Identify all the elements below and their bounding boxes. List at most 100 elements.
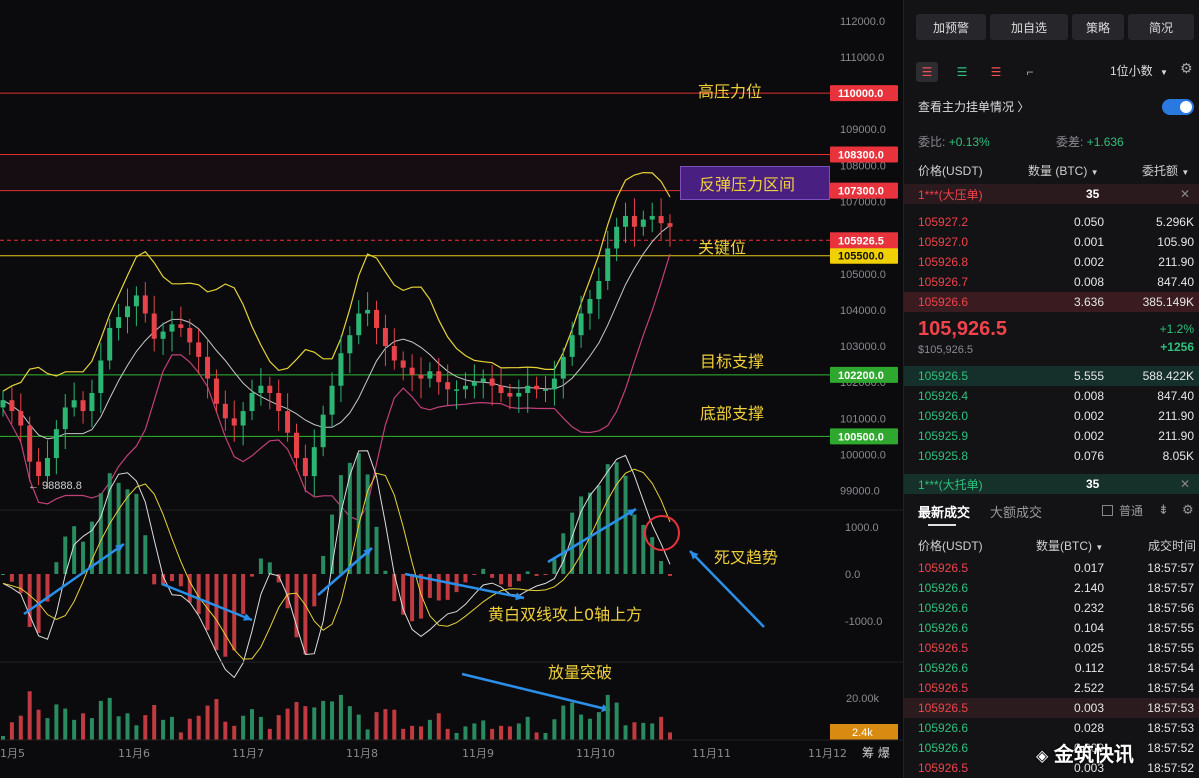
macd-histogram-bar — [152, 574, 157, 585]
macd-histogram-bar — [72, 526, 77, 574]
rebound-zone-label: 反弹压力区间 — [680, 166, 830, 200]
candle-body — [436, 371, 442, 383]
annotation-arrowhead — [115, 544, 124, 552]
candle-body — [578, 313, 584, 336]
bid-row[interactable]: 105926.0 0.002 211.90 — [904, 406, 1199, 426]
macd-histogram-bar — [525, 571, 530, 574]
bid-row[interactable]: 105925.9 0.002 211.90 — [904, 426, 1199, 446]
level-badge-label: 107300.0 — [838, 186, 884, 198]
col-qty-header[interactable]: 数量 (BTC) ▼ — [1028, 164, 1099, 178]
depth-asks-icon[interactable]: ☰ — [990, 65, 1002, 79]
candle-body — [0, 400, 6, 408]
settings-icon[interactable]: ⚙ — [1180, 60, 1193, 76]
candle-body — [169, 324, 175, 332]
volume-bar — [383, 709, 388, 740]
trade-row[interactable]: 105926.6 2.140 18:57:57 — [904, 578, 1199, 598]
overview-button[interactable]: 简况 — [1128, 14, 1194, 40]
ask-row[interactable]: 105927.0 0.001 105.90 — [904, 232, 1199, 252]
tab-latest-trades[interactable]: 最新成交 — [918, 505, 971, 520]
depth-bids-icon[interactable]: ☰ — [956, 65, 968, 79]
candle-body — [285, 411, 291, 433]
volume-bar — [152, 705, 157, 740]
settings-icon[interactable]: ⚙ — [1182, 502, 1194, 517]
bid-big-order[interactable]: 1***(大托单) 35 ✕ — [904, 474, 1199, 494]
volume-bar — [321, 700, 326, 740]
candle-body — [320, 414, 326, 448]
death-cross-circle — [644, 515, 680, 551]
trade-row[interactable]: 105926.5 0.003 18:57:53 — [904, 698, 1199, 718]
volume-bar — [89, 718, 94, 740]
candle-body — [525, 385, 531, 393]
price-cell: 105926.5 — [918, 701, 969, 715]
ask-big-order[interactable]: 1***(大压单) 35 ✕ — [904, 184, 1199, 204]
volume-bar — [223, 721, 228, 740]
add-watchlist-button[interactable]: 加自选 — [990, 14, 1068, 40]
candle-body — [462, 385, 468, 390]
trade-col-qty[interactable]: 数量(BTC) ▼ — [1036, 539, 1104, 553]
macd-histogram-bar — [258, 558, 263, 574]
watermark: ◈ 金筑快讯 — [1036, 738, 1134, 767]
volume-bar — [18, 715, 23, 740]
watermark-text: 金筑快讯 — [1053, 744, 1134, 766]
precision-select[interactable]: 1位小数 ▼ — [1110, 62, 1168, 79]
volume-bar — [214, 699, 219, 740]
bid-row[interactable]: 105925.8 0.076 8.05K — [904, 446, 1199, 466]
amount-cell: 18:57:55 — [1147, 621, 1194, 635]
macd-histogram-bar — [250, 574, 255, 577]
trade-row[interactable]: 105926.6 0.009 18:57:52 — [904, 738, 1199, 758]
col-total-header[interactable]: 委托额 ▼ — [1142, 164, 1190, 178]
ask-row[interactable]: 105926.6 3.636 385.149K — [904, 292, 1199, 312]
volume-bar — [45, 718, 50, 740]
annotation-volume-breakout: 放量突破 — [548, 663, 613, 682]
filter-icon[interactable]: ⇟ — [1158, 502, 1169, 517]
macd-histogram-bar — [436, 574, 441, 601]
macd-histogram-bar — [9, 574, 14, 582]
macd-histogram-bar — [321, 555, 326, 574]
volume-bar — [552, 719, 557, 740]
candle-body — [62, 407, 68, 430]
volume-bar — [232, 725, 237, 740]
close-icon[interactable]: ✕ — [1179, 477, 1190, 491]
amount-cell: 8.05K — [1162, 449, 1194, 463]
ask-row[interactable]: 105926.7 0.008 847.40 — [904, 272, 1199, 292]
ask-row[interactable]: 105927.2 0.050 5.296K — [904, 212, 1199, 232]
trade-row[interactable]: 105926.5 2.522 18:57:54 — [904, 678, 1199, 698]
depth-both-icon[interactable]: ☰ — [916, 62, 938, 82]
candle-body — [222, 403, 228, 419]
bid-row[interactable]: 105926.5 5.555 588.422K — [904, 366, 1199, 386]
trade-row[interactable]: 105926.5 0.003 18:57:52 — [904, 758, 1199, 778]
volume-bar — [410, 725, 415, 740]
bid-row[interactable]: 105926.4 0.008 847.40 — [904, 386, 1199, 406]
trade-row[interactable]: 105926.5 0.025 18:57:55 — [904, 638, 1199, 658]
volume-bar — [161, 719, 166, 740]
trade-row[interactable]: 105926.6 0.104 18:57:55 — [904, 618, 1199, 638]
candlestick-chart[interactable]: 112000.0 111000.0 110000.0 109000.0 108000.0… — [0, 0, 903, 778]
macd-histogram-bar — [312, 574, 317, 607]
normal-label: 普通 — [1119, 504, 1144, 518]
candle-body — [36, 461, 42, 477]
depth-frame-icon[interactable]: ⌐ — [1026, 65, 1034, 79]
qty-cell: 0.003 — [1073, 701, 1104, 715]
close-icon[interactable]: ✕ — [1179, 187, 1190, 201]
qty-cell: 0.009 — [1073, 741, 1104, 755]
normal-checkbox[interactable] — [1102, 505, 1113, 516]
ask-row[interactable]: 105926.8 0.002 211.90 — [904, 252, 1199, 272]
tab-large-trades[interactable]: 大额成交 — [990, 505, 1043, 520]
macd-tick-label: 0.0 — [845, 569, 860, 581]
chart-area[interactable]: 112000.0 111000.0 110000.0 109000.0 108000.0… — [0, 0, 903, 778]
macd-histogram-bar — [587, 492, 592, 574]
trade-row[interactable]: 105926.6 0.112 18:57:54 — [904, 658, 1199, 678]
level-badge-label: 110000.0 — [838, 88, 883, 100]
qty-cell: 0.008 — [1073, 275, 1104, 289]
amount-cell: 847.40 — [1157, 275, 1194, 289]
add-alert-button[interactable]: 加预警 — [916, 14, 986, 40]
volume-bar — [401, 728, 406, 740]
trade-row[interactable]: 105926.6 0.232 18:57:56 — [904, 598, 1199, 618]
price-cell: 105926.5 — [918, 641, 969, 655]
volume-bar — [436, 713, 441, 740]
depth-toggle-switch[interactable] — [1162, 99, 1194, 115]
strategy-button[interactable]: 策略 — [1072, 14, 1124, 40]
trade-row[interactable]: 105926.5 0.017 18:57:57 — [904, 558, 1199, 578]
macd-histogram-bar — [614, 462, 619, 574]
trade-row[interactable]: 105926.6 0.028 18:57:53 — [904, 718, 1199, 738]
